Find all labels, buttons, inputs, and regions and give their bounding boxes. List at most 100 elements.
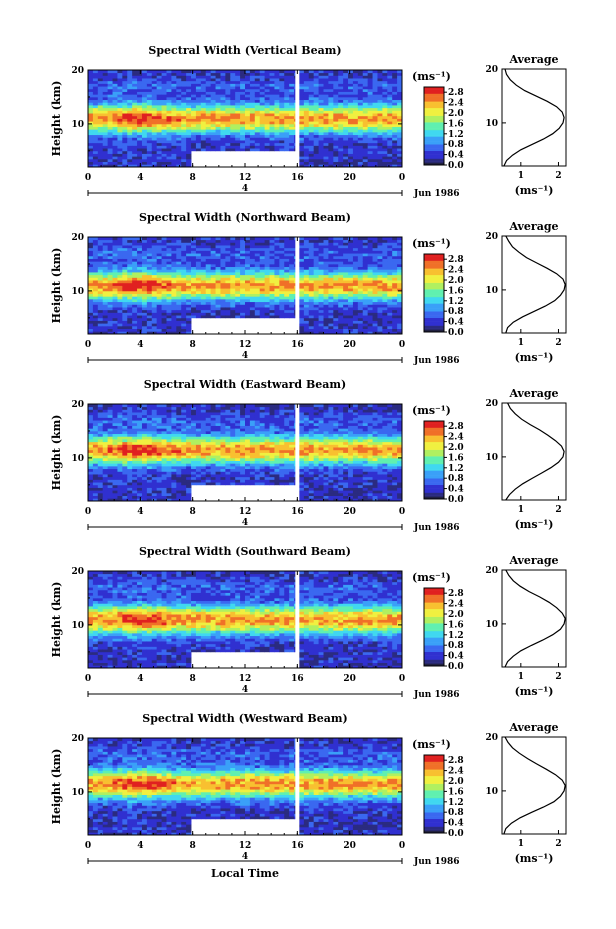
heatmap-cell	[392, 269, 398, 273]
heatmap-cell	[372, 75, 378, 79]
heatmap-cell	[269, 277, 275, 281]
heatmap-cell	[387, 80, 393, 84]
y-axis-label: Height (km)	[50, 81, 63, 157]
heatmap-cell	[225, 140, 231, 144]
heatmap-cell	[230, 280, 236, 284]
heatmap-cell	[205, 145, 212, 149]
heatmap-cell	[313, 272, 319, 276]
heatmap-cell	[122, 463, 128, 467]
heatmap-cell	[146, 280, 153, 284]
heatmap-cell	[298, 323, 305, 327]
heatmap-cell	[392, 288, 398, 292]
heatmap-cell	[367, 142, 373, 146]
heatmap-cell	[97, 298, 104, 303]
heatmap-cell	[195, 255, 202, 259]
heatmap-cell	[122, 80, 128, 84]
heatmap-cell	[367, 245, 373, 249]
heatmap-cell	[377, 107, 383, 111]
heatmap-cell	[387, 72, 393, 76]
heatmap-cell	[161, 113, 167, 117]
heatmap-cell	[303, 312, 310, 316]
heatmap-cell	[387, 113, 393, 117]
heatmap-cell	[122, 245, 128, 249]
colorbar-segment	[424, 115, 444, 118]
heatmap-cell	[137, 239, 143, 243]
heatmap-cell	[151, 148, 158, 152]
heatmap-cell	[298, 263, 305, 268]
heatmap-cell	[323, 91, 329, 95]
heatmap-cell	[230, 277, 236, 281]
heatmap-cell	[205, 290, 212, 294]
heatmap-cell	[352, 148, 359, 152]
heatmap-cell	[269, 134, 275, 138]
heatmap-cell	[284, 107, 290, 111]
heatmap-cell	[240, 266, 246, 270]
heatmap-cell	[97, 150, 104, 154]
heatmap-cell	[264, 301, 270, 305]
heatmap-cell	[377, 134, 383, 138]
heatmap-cell	[357, 123, 364, 127]
heatmap-cell	[191, 115, 197, 119]
heatmap-cell	[323, 280, 329, 284]
heatmap-cell	[92, 153, 99, 157]
heatmap-cell	[220, 123, 226, 127]
heatmap-cell	[372, 277, 378, 281]
heatmap-cell	[205, 296, 212, 300]
heatmap-cell	[308, 113, 315, 117]
heatmap-cell	[161, 323, 167, 327]
heatmap-cell	[372, 247, 378, 251]
heatmap-cell	[146, 247, 153, 251]
heatmap-cell	[122, 425, 128, 429]
heatmap-cell	[264, 88, 270, 92]
heatmap-cell	[102, 96, 109, 101]
heatmap-cell	[298, 239, 305, 243]
heatmap-cell	[308, 78, 315, 82]
heatmap-cell	[240, 290, 246, 294]
heatmap-cell	[127, 482, 133, 486]
heatmap-cell	[372, 105, 378, 109]
heatmap-cell	[249, 253, 256, 257]
heatmap-cell	[112, 153, 118, 157]
heatmap-cell	[156, 137, 162, 141]
heatmap-cell	[176, 247, 182, 251]
heatmap-cell	[328, 161, 334, 165]
heatmap-cell	[274, 83, 280, 87]
heatmap-cell	[191, 266, 197, 270]
chart-title: Spectral Width (Northward Beam)	[139, 211, 351, 224]
heatmap-cell	[122, 266, 128, 270]
heatmap-cell	[318, 285, 324, 289]
heatmap-cell	[348, 164, 354, 168]
heatmap-cell	[382, 148, 388, 152]
heatmap-cell	[107, 142, 113, 146]
heatmap-cell	[156, 80, 162, 84]
heatmap-cell	[176, 263, 182, 268]
heatmap-cell	[127, 107, 133, 111]
heatmap-cell	[357, 134, 364, 138]
heatmap-cell	[230, 72, 236, 76]
heatmap-cell	[215, 70, 221, 74]
heatmap-cell	[367, 121, 373, 125]
heatmap-cell	[107, 164, 113, 168]
heatmap-cell	[343, 250, 349, 254]
heatmap-cell	[367, 269, 373, 273]
colorbar-segment	[424, 261, 444, 264]
heatmap-cell	[397, 150, 403, 154]
heatmap-cell	[323, 317, 329, 321]
heatmap-cell	[156, 272, 162, 276]
heatmap-cell	[176, 285, 182, 289]
heatmap-cell	[107, 495, 113, 499]
heatmap-cell	[171, 115, 177, 119]
heatmap-cell	[372, 102, 378, 106]
heatmap-cell	[387, 78, 393, 82]
heatmap-cell	[367, 274, 373, 278]
heatmap-cell	[161, 317, 167, 321]
heatmap-cell	[269, 245, 275, 249]
heatmap-cell	[289, 245, 295, 249]
heatmap-cell	[318, 307, 324, 311]
heatmap-cell	[191, 148, 197, 152]
heatmap-cell	[333, 118, 339, 122]
heatmap-cell	[88, 269, 94, 273]
heatmap-cell	[141, 88, 148, 92]
heatmap-cell	[313, 156, 319, 160]
heatmap-cell	[225, 88, 231, 92]
